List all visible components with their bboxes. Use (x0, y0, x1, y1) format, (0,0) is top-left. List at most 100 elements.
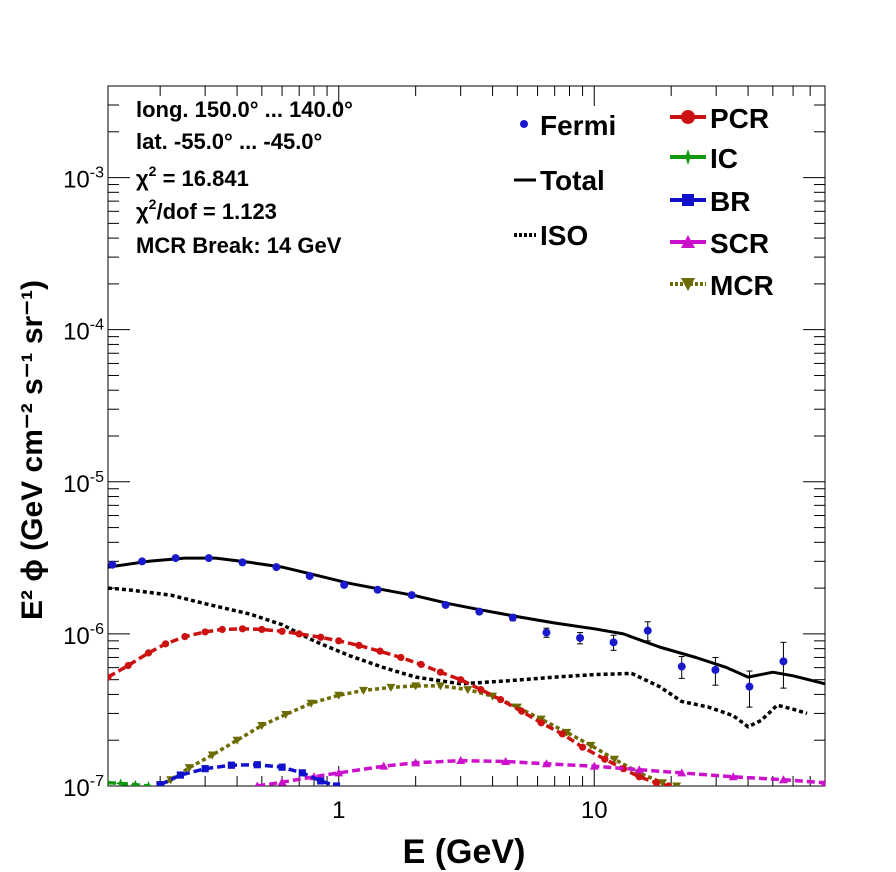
fermi-point (677, 662, 686, 671)
br-marker (156, 781, 164, 786)
pcr-marker (578, 743, 587, 751)
legend-mcr-marker (681, 278, 695, 291)
mcr-marker (281, 711, 291, 720)
fermi-point (542, 628, 551, 637)
br-marker (201, 765, 209, 773)
pcr-marker (181, 632, 189, 641)
pcr-marker (601, 755, 609, 763)
series-curves (108, 554, 825, 786)
y-tick-exponent: -7 (90, 773, 104, 790)
legend: Fermi Total ISO PCR IC BR SCR MCR (514, 103, 774, 301)
info-longitude: long. 150.0° ... 140.0° (136, 97, 353, 122)
ic-curve (108, 781, 149, 786)
ic-marker (108, 777, 113, 786)
pcr-marker (457, 676, 465, 684)
fermi-point (508, 613, 517, 622)
pcr-marker (278, 627, 286, 635)
total-curve (108, 556, 825, 686)
br-marker (253, 761, 261, 769)
info-chi2dof: χ2/dof = 1.123 (136, 196, 277, 224)
y-tick-label: 10-3 (63, 165, 104, 194)
br-marker (278, 763, 286, 771)
br-marker (176, 771, 184, 779)
x-tick-label: 1 (332, 797, 345, 824)
scr-marker (411, 758, 421, 767)
scr-marker (728, 772, 738, 781)
mcr-marker (306, 699, 316, 708)
y-tick-exponent: -3 (90, 165, 104, 182)
fermi-point (340, 580, 349, 589)
br-marker (298, 769, 306, 777)
br-curve (159, 762, 338, 786)
y-tick-labels: 10-710-610-510-410-3 (63, 165, 104, 802)
pcr-marker (477, 686, 485, 694)
scr-marker (334, 768, 344, 777)
scr-curve (257, 758, 825, 786)
iso-curve (108, 586, 808, 729)
ic-marker (130, 779, 141, 786)
y-tick-mantissa: 10 (63, 167, 90, 194)
fermi-point (576, 633, 585, 642)
scr-marker (456, 756, 466, 765)
legend-pcr-label: PCR (710, 103, 769, 134)
x-tick-label: 10 (581, 797, 608, 824)
mcr-marker (586, 741, 596, 750)
pcr-marker (161, 640, 170, 648)
y-tick-mantissa: 10 (63, 623, 90, 650)
mcr-marker (672, 782, 682, 786)
mcr-marker (463, 686, 473, 695)
pcr-marker (335, 637, 343, 645)
pcr-marker (518, 707, 526, 715)
info-mcr-break: MCR Break: 14 GeV (136, 233, 342, 258)
br-marker (332, 782, 341, 786)
fermi-point (238, 558, 247, 567)
pcr-marker (355, 641, 363, 650)
fermi-point (272, 563, 281, 572)
pcr-marker (497, 695, 505, 704)
scr-marker (541, 759, 551, 768)
fermi-point (609, 638, 618, 647)
fermi-point (779, 657, 788, 666)
br-marker (317, 777, 325, 785)
fermi-point (475, 607, 484, 616)
legend-iso-label: ISO (540, 220, 588, 251)
legend-total-label: Total (540, 165, 605, 196)
scr-marker (677, 768, 687, 777)
y-tick-label: 10-4 (63, 317, 104, 346)
fermi-point (643, 626, 652, 635)
fermi-point (441, 600, 450, 609)
scr-marker (379, 761, 389, 770)
mcr-marker (658, 779, 668, 786)
pcr-marker (376, 647, 384, 655)
y-tick-exponent: -4 (90, 317, 104, 334)
y-axis-title: E² ϕ (GeV cm⁻² s⁻¹ sr⁻¹) (16, 280, 49, 620)
legend-br-label: BR (710, 186, 750, 217)
x-axis-title: E (GeV) (403, 833, 526, 871)
pcr-marker (108, 673, 112, 681)
chi2dof-exponent: 2 (149, 196, 157, 212)
fermi-point (204, 554, 213, 563)
legend-fermi-label: Fermi (540, 110, 616, 141)
fermi-point (171, 554, 180, 563)
legend-fermi-marker (520, 120, 528, 128)
mcr-marker (562, 728, 572, 737)
legend-scr-label: SCR (710, 228, 769, 259)
mcr-marker (609, 755, 619, 764)
pcr-marker (537, 719, 545, 727)
pcr-marker (652, 779, 660, 786)
ic-marker (115, 778, 126, 786)
chi2dof-value: /dof = 1.123 (156, 199, 276, 224)
fermi-point (305, 572, 314, 581)
legend-ic-label: IC (710, 143, 738, 174)
mcr-marker (257, 721, 267, 730)
legend-scr-marker (681, 235, 695, 248)
chi2dof-symbol: χ (136, 199, 149, 224)
y-tick-exponent: -5 (90, 469, 104, 486)
pcr-marker (397, 653, 405, 662)
pcr-marker (258, 625, 266, 634)
chi2-symbol: χ (136, 166, 149, 191)
y-tick-label: 10-5 (63, 469, 104, 498)
pcr-marker (436, 668, 445, 676)
scr-marker (778, 775, 788, 784)
pcr-marker (295, 630, 303, 638)
